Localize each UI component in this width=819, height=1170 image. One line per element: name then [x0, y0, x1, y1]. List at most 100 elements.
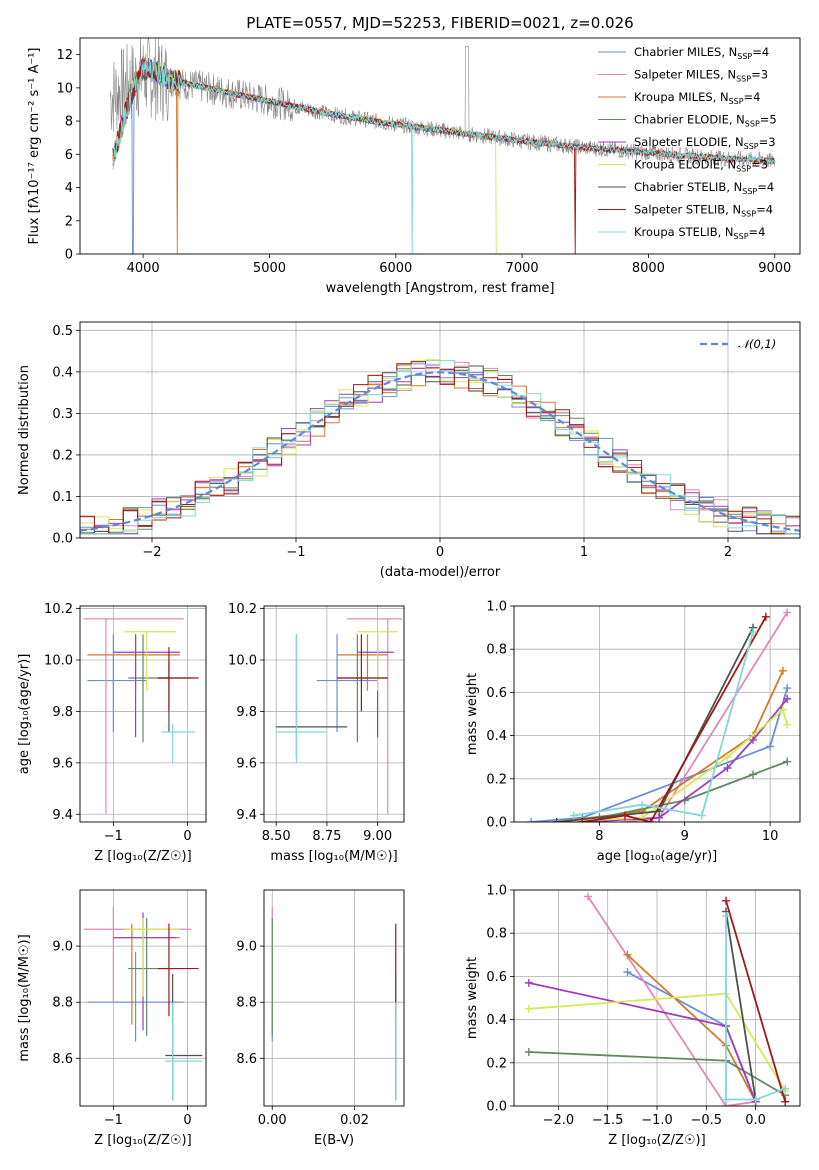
mw-point-chab_miles [623, 968, 632, 977]
x-tick-label: −1 [104, 829, 123, 844]
mw-line-krou_stelib [725, 915, 786, 1101]
x-axis-label: wavelength [Angstrom, rest frame] [326, 281, 555, 296]
x-axis-label: Z [log₁₀(Z/Z☉)] [94, 1133, 191, 1148]
y-axis-label: mass [log₁₀(M/M☉)] [17, 934, 32, 1061]
y-tick-label: 0.0 [52, 532, 73, 547]
mw-point-salp_miles [583, 892, 592, 901]
plot-area-age_vs_Z [83, 618, 199, 815]
legend-subscript: SSP [729, 97, 744, 106]
x-tick-label: 8.75 [312, 829, 341, 844]
x-tick-label: 0.00 [258, 1113, 287, 1128]
mw-point-chab_elodie [783, 757, 792, 766]
mw-point-krou_stelib [751, 1095, 760, 1104]
figure-title: PLATE=0557, MJD=52253, FIBERID=0021, z=0… [246, 14, 633, 32]
x-tick-label: 0 [436, 545, 444, 560]
mw-point-chab_miles [783, 684, 792, 693]
mw-point-krou_elodie [723, 753, 732, 762]
x-tick-label: 1 [580, 545, 588, 560]
mw-point-chab_miles [766, 742, 775, 751]
y-tick-label: 4 [65, 181, 73, 196]
y-tick-label: 9.0 [236, 940, 257, 955]
x-tick-label: 10 [762, 829, 779, 844]
axes-frame [513, 889, 801, 1107]
spectrum-model-krou_stelib [112, 58, 775, 254]
x-tick-label: −1 [286, 545, 305, 560]
x-tick-label: 6000 [379, 261, 412, 276]
panel-residuals: −2 −1 0 1 2 0.0 0.1 0.2 0.3 0.4 0.5 (data-model)/er… [17, 321, 801, 580]
axes-frame [79, 37, 801, 255]
mw-point-chab_miles [527, 818, 536, 822]
mw-point-salp_elodie [524, 978, 533, 987]
panel-mass_vs_Z: −1 0 8.6 8.8 9.0 Z [log₁₀(Z/Z☉)] mass [log₁₀(M… [17, 889, 207, 1148]
mw-point-salp_miles [783, 608, 792, 617]
mw-point-krou_elodie [524, 1004, 533, 1013]
legend-subscript: SSP [745, 120, 760, 129]
x-axis-label: (data-model)/error [380, 565, 501, 580]
legend-subscript: SSP [737, 52, 752, 61]
legend-label-krou_elodie: Kroupa ELODIE, NSSP=3 [634, 158, 768, 174]
mw-line-chab_elodie [599, 760, 788, 819]
y-tick-label: 1.0 [486, 600, 507, 615]
mw-point-krou_stelib [722, 911, 731, 920]
mw-point-krou_stelib [722, 1095, 731, 1104]
y-tick-label: 0.8 [486, 927, 507, 942]
y-tick-label: 0.0 [486, 1100, 507, 1115]
legend-label-salp_elodie: Salpeter ELODIE, NSSP=3 [634, 135, 776, 151]
x-tick-label: 0 [183, 829, 191, 844]
mw-point-krou_elodie [783, 720, 792, 729]
y-tick-label: 8.8 [236, 996, 257, 1011]
mw-line-krou_stelib [573, 631, 754, 817]
mw-line-chab_stelib [725, 911, 757, 1100]
y-tick-label: 8.6 [52, 1052, 73, 1067]
y-tick-label: 0 [65, 248, 73, 263]
y-tick-label: 10 [56, 81, 73, 96]
mw-point-salp_elodie [723, 764, 732, 772]
legend-subscript: SSP [744, 142, 759, 151]
legend-label-gaussian: 𝒩(0,1) [738, 337, 776, 351]
mw-point-salp_stelib [781, 1097, 790, 1106]
y-tick-label: 0.5 [52, 324, 73, 339]
y-tick-label: 0.8 [486, 643, 507, 658]
y-tick-label: 8.6 [236, 1052, 257, 1067]
residual-hist-krou_stelib [80, 360, 800, 535]
mw-line-salp_stelib [582, 616, 767, 822]
x-tick-label: 7000 [506, 261, 539, 276]
legend-nssp: =3 [751, 68, 768, 82]
mw-point-salp_stelib [578, 818, 587, 822]
mw-line-salp_miles [587, 896, 756, 1106]
x-tick-label: 0.0 [745, 1113, 766, 1128]
x-tick-label: 8.50 [262, 829, 291, 844]
mw-point-chab_elodie [524, 1048, 533, 1056]
axes-frame [79, 605, 207, 823]
x-tick-label: 2 [724, 545, 732, 560]
mw-point-salp_stelib [761, 612, 770, 621]
legend-subscript: SSP [734, 232, 749, 241]
mw-point-krou_miles [623, 950, 632, 959]
legend-nssp: =5 [760, 113, 777, 127]
x-tick-label: 5000 [253, 261, 286, 276]
x-axis-label: mass [log₁₀(M/M☉)] [270, 849, 397, 864]
mw-point-salp_stelib [620, 811, 629, 820]
x-axis-label: age [log₁₀(age/yr)] [597, 849, 718, 864]
mw-point-krou_stelib [638, 800, 647, 809]
y-tick-label: 10.2 [44, 602, 73, 617]
x-tick-label: 0 [183, 1113, 191, 1128]
axes-frame [79, 889, 207, 1107]
panel-age_vs_Z: −1 0 9.4 9.6 9.8 10.0 10.2 Z [log₁₀(Z/Z☉)] age [… [17, 602, 207, 864]
y-axis-label: mass weight [465, 957, 480, 1039]
legend-subscript: SSP [742, 187, 757, 196]
gaussian-curve [80, 371, 800, 532]
y-tick-label: 0.6 [486, 686, 507, 701]
y-tick-label: 9.0 [52, 940, 73, 955]
legend-label-chab_miles: Chabrier MILES, NSSP=4 [634, 45, 769, 61]
legend-nssp: =4 [757, 180, 774, 194]
legend-nssp: =4 [749, 225, 766, 239]
x-tick-label: −1.0 [641, 1113, 673, 1128]
legend-label-salp_miles: Salpeter MILES, NSSP=3 [634, 68, 768, 84]
x-tick-label: 9.00 [363, 829, 392, 844]
plot-area-residuals [80, 359, 800, 535]
y-tick-label: 0.4 [486, 1013, 507, 1028]
plot-area-massweight_vs_Z [524, 892, 790, 1106]
y-tick-label: 2 [65, 214, 73, 229]
mw-point-krou_stelib [749, 627, 758, 636]
